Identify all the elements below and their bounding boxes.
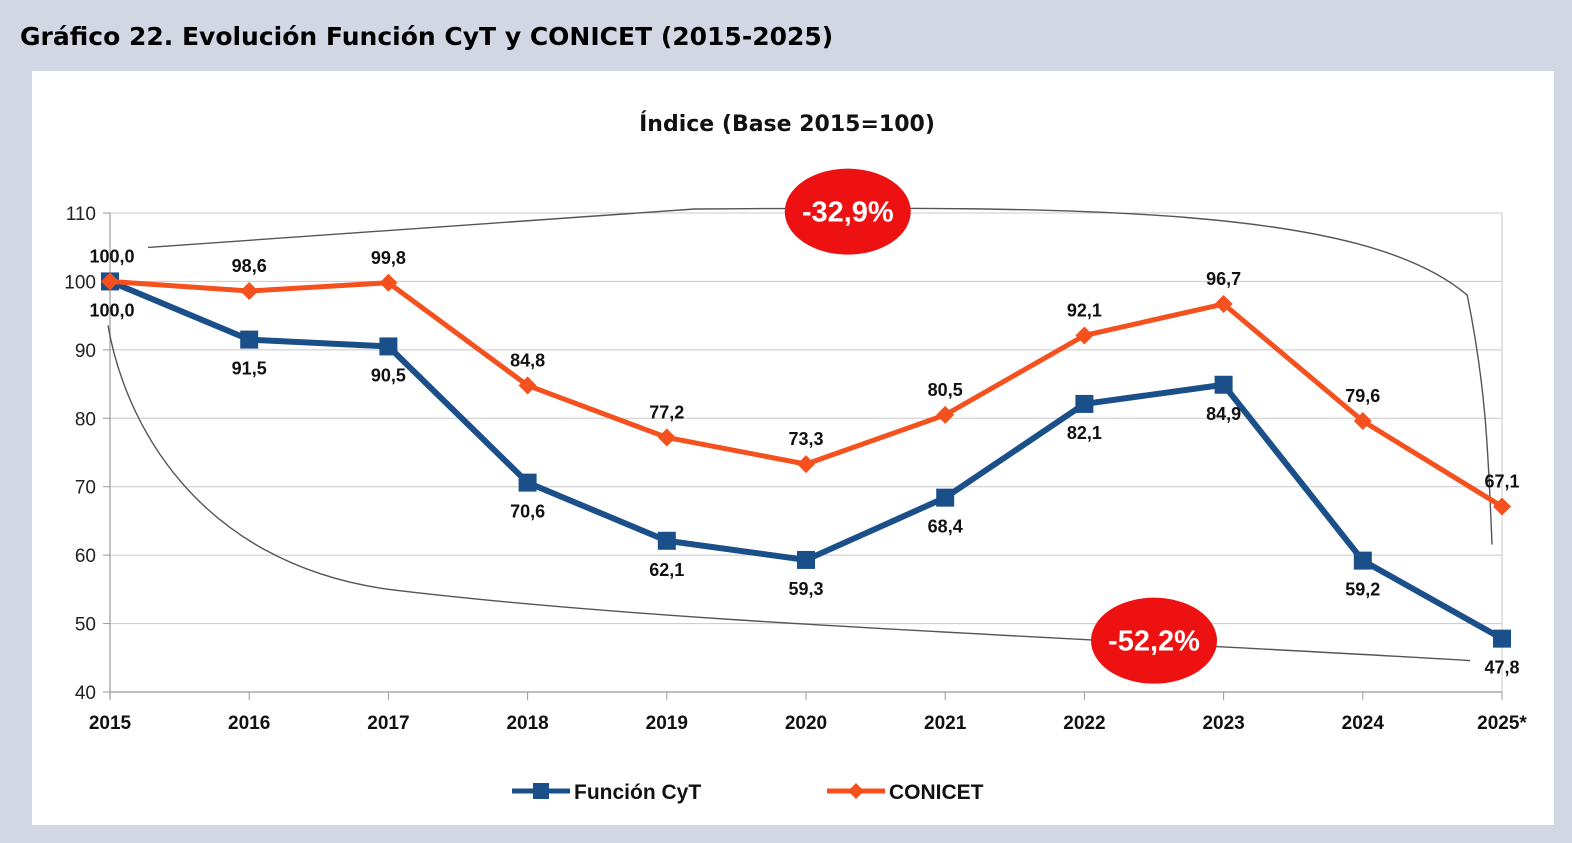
legend-marker <box>533 783 549 799</box>
funcion-cyt-point <box>240 330 259 349</box>
x-tick-label: 2021 <box>924 713 967 734</box>
conicet-point <box>936 405 955 424</box>
y-tick-label: 40 <box>75 683 96 704</box>
conicet-point <box>1493 497 1511 516</box>
funcion-cyt-data-label: 90,5 <box>371 365 406 385</box>
legend-label: CONICET <box>889 781 984 804</box>
x-tick-label: 2023 <box>1202 713 1244 734</box>
x-tick-label: 2020 <box>785 713 827 734</box>
x-tick-label: 2018 <box>506 713 548 734</box>
x-tick-label: 2019 <box>646 713 688 734</box>
y-tick-label: 100 <box>64 272 96 293</box>
funcion-cyt-data-label: 59,3 <box>788 579 823 599</box>
conicet-point <box>1075 326 1094 345</box>
funcion-cyt-data-label: 84,9 <box>1206 404 1241 424</box>
funcion-cyt-data-label: 47,8 <box>1484 658 1519 678</box>
x-tick-label: 2024 <box>1342 713 1385 734</box>
funcion-cyt-point <box>518 473 537 492</box>
funcion-cyt-point <box>1493 629 1511 648</box>
conicet-point <box>657 428 676 447</box>
funcion-cyt-data-label: 91,5 <box>232 359 267 379</box>
x-tick-label: 2016 <box>228 713 270 734</box>
conicet-data-label: 99,8 <box>371 248 406 268</box>
change-bubble-label: -32,9% <box>802 197 894 229</box>
top-change-bracket <box>147 207 1493 545</box>
y-tick-label: 90 <box>75 341 96 362</box>
funcion-cyt-point <box>797 550 815 569</box>
conicet-point <box>379 273 398 292</box>
conicet-point <box>797 455 815 474</box>
conicet-data-label: 100,0 <box>89 246 134 266</box>
conicet-point <box>240 282 259 301</box>
conicet-data-label: 73,3 <box>788 429 823 449</box>
funcion-cyt-data-label: 100,0 <box>89 300 134 320</box>
x-tick-label: 2025* <box>1477 713 1527 734</box>
legend-marker <box>848 783 864 799</box>
y-tick-label: 80 <box>75 409 96 430</box>
funcion-cyt-point <box>379 337 398 356</box>
funcion-cyt-point <box>657 531 676 550</box>
chart-title: Índice (Base 2015=100) <box>639 111 935 137</box>
funcion-cyt-data-label: 82,1 <box>1067 423 1102 443</box>
conicet-data-label: 80,5 <box>928 380 963 400</box>
change-bubble <box>1091 597 1217 684</box>
conicet-point <box>518 376 537 395</box>
funcion-cyt-data-label: 62,1 <box>649 560 684 580</box>
data-labels: 100,0 98,6 99,8 84,8 77,2 73,3 80,5 92,1 96,7 79,… <box>89 246 1519 677</box>
legend-label: Función CyT <box>574 781 701 804</box>
change-bubbles: -32,9% -52,2% <box>784 168 1217 684</box>
funcion-cyt-point <box>936 488 955 507</box>
conicet-point <box>101 272 119 291</box>
conicet-data-label: 96,7 <box>1206 269 1241 289</box>
conicet-data-label: 84,8 <box>510 350 545 370</box>
y-tick-label: 110 <box>66 204 96 225</box>
bottom-change-bracket <box>107 325 1471 662</box>
conicet-point <box>1353 412 1372 431</box>
change-bubble-label: -52,2% <box>1108 626 1200 658</box>
funcion-cyt-data-label: 68,4 <box>928 517 963 537</box>
conicet-data-label: 67,1 <box>1484 472 1519 492</box>
change-bubble <box>784 168 911 255</box>
x-tick-label: 2015 <box>89 713 132 734</box>
y-tick-label: 60 <box>75 546 96 567</box>
conicet-data-label: 79,6 <box>1345 386 1380 406</box>
funcion-cyt-data-label: 59,2 <box>1345 580 1380 600</box>
funcion-cyt-point <box>1075 394 1094 413</box>
conicet-data-label: 98,6 <box>232 256 267 276</box>
funcion-cyt-point <box>1214 375 1233 394</box>
legend: Función CyT CONICET <box>512 781 984 804</box>
series-group <box>101 272 1511 648</box>
line-chart: Índice (Base 2015=100) 40 50 60 70 80 90 100 11… <box>64 111 1527 804</box>
y-tick-label: 50 <box>75 615 96 636</box>
axes: 40 50 60 70 80 90 100 110 2015 2016 2017 2018 2019 20… <box>64 204 1527 734</box>
funcion-cyt-data-label: 70,6 <box>510 502 545 522</box>
chart-panel: Índice (Base 2015=100) 40 50 60 70 80 90 100 11… <box>32 71 1554 825</box>
conicet-data-label: 92,1 <box>1067 300 1102 320</box>
conicet-data-label: 77,2 <box>649 402 684 422</box>
x-tick-label: 2022 <box>1063 713 1105 734</box>
page-title: Gráfico 22. Evolución Función CyT y CONI… <box>20 22 834 51</box>
conicet-point <box>1214 295 1233 314</box>
funcion-cyt-point <box>1353 551 1372 570</box>
y-tick-label: 70 <box>75 478 96 499</box>
x-tick-label: 2017 <box>367 713 409 734</box>
